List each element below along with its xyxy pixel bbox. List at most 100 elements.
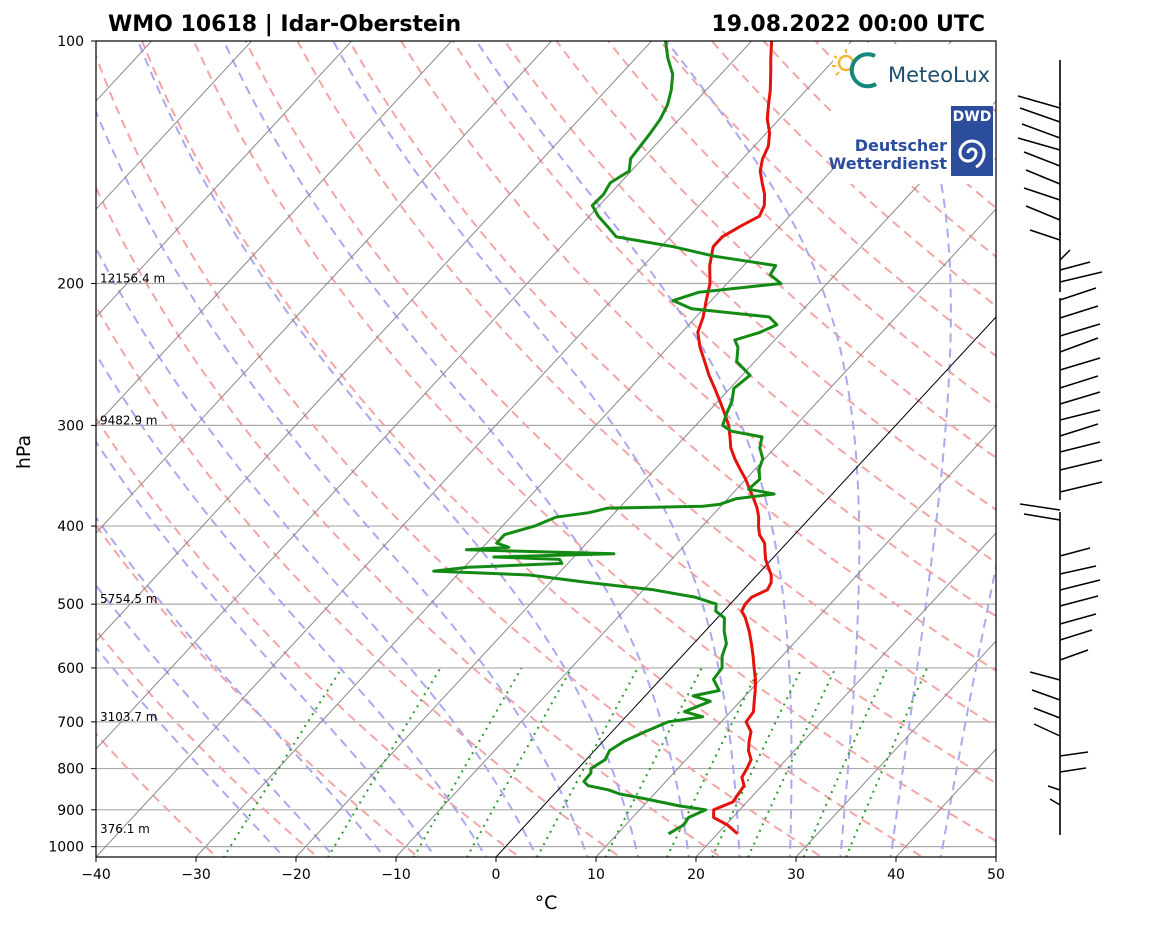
wind-barb-flag [1025, 169, 1061, 185]
wind-barb-flag [1031, 689, 1061, 701]
height-label: 9482.9 m [100, 413, 158, 427]
mixing-ratio-line [327, 667, 442, 857]
wind-barb-flag [1033, 723, 1061, 737]
chart-grid [96, 23, 1160, 864]
isotherm-line [695, 532, 996, 857]
dry-adiabat [96, 53, 824, 857]
x-tick-label: −20 [281, 867, 311, 883]
wind-barb-flag [1059, 357, 1101, 371]
mixing-ratio-line [465, 667, 573, 857]
dry-adiabat [192, 41, 996, 843]
wind-barb-flag [1059, 629, 1093, 641]
x-axis-label: °C [535, 892, 558, 914]
chart-title-station: WMO 10618 | Idar-Oberstein [108, 12, 461, 37]
dry-adiabat [96, 628, 319, 857]
dry-adiabat [1054, 23, 1160, 864]
wind-barb-flag [1059, 423, 1099, 437]
wind-barb-flag [1059, 337, 1099, 353]
plot-frame [95, 40, 997, 858]
dry-adiabat [96, 416, 521, 857]
wind-barb-flag [1059, 323, 1101, 337]
wind-barb-flag [1059, 459, 1103, 471]
wind-barb-flag [1059, 287, 1097, 301]
logos: MeteoLux DWD Deutscher Wetterdienst [829, 44, 993, 184]
height-label: 3103.7 m [100, 710, 158, 724]
dry-adiabat [141, 41, 925, 857]
chart-title-datetime: 19.08.2022 00:00 UTC [711, 12, 985, 37]
x-tick-label: −40 [81, 867, 111, 883]
wind-barb-flag [1059, 767, 1087, 773]
dwd-logo-line2: Wetterdienst [829, 154, 948, 173]
isotherm-line [96, 41, 253, 210]
wind-barb-flag [1059, 249, 1071, 261]
moist-adiabat [889, 41, 952, 857]
mixing-ratio-line [604, 667, 703, 857]
mixing-ratio-line [747, 667, 837, 857]
wind-barbs [1017, 60, 1103, 835]
x-tick-label: 10 [587, 867, 605, 883]
wind-barb-flag [1023, 151, 1061, 167]
isotherm-line [995, 856, 996, 857]
wind-barb-flag [1059, 391, 1101, 405]
meteolux-logo-text: MeteoLux [888, 63, 990, 87]
wind-barb-flag [1059, 409, 1101, 421]
isotherm-line [96, 41, 653, 642]
x-tick-label: −30 [181, 867, 211, 883]
moist-adiabat [665, 41, 861, 857]
height-labels: 12156.4 m 9482.9 m 5754.5 m 3103.7 m 376.1 m [100, 272, 165, 837]
isotherm-line [96, 41, 753, 750]
y-tick-label: 100 [57, 34, 84, 50]
mixing-ratio-line [802, 667, 889, 857]
isotherm-line [96, 41, 853, 857]
meteolux-logo: MeteoLux [832, 49, 990, 89]
moist-adiabat [96, 516, 386, 857]
wind-barb-flag [1059, 547, 1091, 557]
dry-adiabat [348, 41, 996, 672]
dry-adiabat [244, 41, 996, 785]
y-tick-label: 1000 [48, 840, 84, 856]
dwd-logo-box-text: DWD [953, 109, 992, 125]
wind-barb-flag [1059, 271, 1103, 283]
dry-adiabat [451, 41, 996, 564]
isotherm-line [795, 640, 996, 857]
x-tick-label: 50 [987, 867, 1005, 883]
y-axis-label: hPa [13, 435, 35, 469]
isotherm-line [96, 41, 353, 318]
height-label: 376.1 m [100, 822, 150, 836]
wind-barb-flag [1059, 579, 1101, 591]
y-tick-label: 900 [57, 803, 84, 819]
dwd-logo: DWD Deutscher Wetterdienst [829, 106, 993, 176]
mixing-ratio-line [711, 667, 803, 857]
wind-barb-flag [1059, 751, 1089, 757]
y-tick-label: 400 [57, 519, 84, 535]
moist-adiabat [475, 41, 793, 857]
dry-adiabat [96, 185, 723, 857]
wind-barb-flag [1059, 375, 1099, 389]
wind-barb-flag [1017, 95, 1061, 109]
wind-barb-flag [1023, 187, 1061, 201]
wind-barb-flag [1019, 107, 1061, 123]
wind-barb-flag [1049, 798, 1061, 806]
dry-adiabat [96, 732, 219, 857]
zero-degree-isotherm [495, 316, 996, 857]
wind-barb-flag [1059, 565, 1097, 575]
dry-adiabat [1105, 23, 1160, 864]
y-tick-label: 600 [57, 661, 84, 677]
moist-adiabat [96, 352, 488, 857]
y-tick-label: 500 [57, 597, 84, 613]
wind-barb-flag [1059, 441, 1101, 453]
moist-adiabat [96, 583, 336, 857]
wind-barb-flag [1047, 785, 1061, 791]
x-tick-label: 0 [492, 867, 501, 883]
wind-barb-flag [1023, 513, 1061, 521]
x-tick-label: 30 [787, 867, 805, 883]
wind-barb-flag [1017, 137, 1061, 151]
isotherm-line [96, 41, 453, 426]
wind-barb-flag [1029, 671, 1061, 681]
moist-adiabat [96, 440, 437, 857]
moist-adiabat [137, 41, 640, 857]
x-tick-label: 20 [687, 867, 705, 883]
wind-barb-flag [1059, 481, 1103, 493]
x-tick-label: 40 [887, 867, 905, 883]
